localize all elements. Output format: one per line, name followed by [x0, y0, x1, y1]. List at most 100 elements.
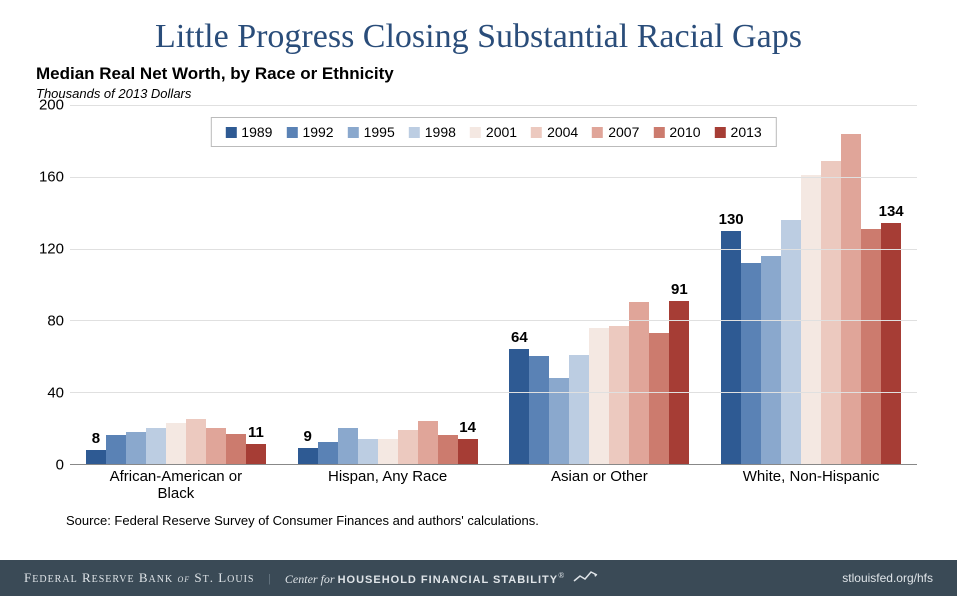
- footer-left: FEDERAL RESERVE BANK of ST. LOUIS | Cent…: [24, 569, 599, 587]
- bar: [549, 378, 569, 464]
- bar-value-label: 134: [879, 203, 904, 220]
- footer-separator: |: [269, 571, 271, 586]
- bar: 14: [458, 439, 478, 464]
- bar: 11: [246, 444, 266, 464]
- y-tick-label: 80: [47, 313, 64, 330]
- legend-label: 1992: [302, 124, 333, 140]
- bar: [146, 428, 166, 464]
- bar: [781, 220, 801, 464]
- footer-center: Center for HOUSEHOLD FINANCIAL STABILITY…: [285, 569, 599, 587]
- bar: [186, 419, 206, 464]
- bar-value-label: 64: [511, 329, 528, 346]
- legend-item: 1992: [286, 124, 333, 140]
- bar-value-label: 130: [719, 211, 744, 228]
- legend-label: 2004: [547, 124, 578, 140]
- chart-plot: 04080120160200 1989199219951998200120042…: [30, 105, 917, 495]
- legend-swatch: [409, 127, 420, 138]
- bar: [629, 302, 649, 464]
- legend-label: 1998: [425, 124, 456, 140]
- chart-subtitle: Median Real Net Worth, by Race or Ethnic…: [36, 64, 917, 84]
- bar-groups: 8 11 9 14 64 91 130 134: [70, 105, 917, 464]
- x-category-label: White, Non-Hispanic: [705, 465, 917, 495]
- gridline: [70, 320, 917, 321]
- bar: 134: [881, 223, 901, 464]
- legend-label: 2010: [669, 124, 700, 140]
- legend-swatch: [225, 127, 236, 138]
- legend-label: 2001: [486, 124, 517, 140]
- legend-swatch: [592, 127, 603, 138]
- bar: [438, 435, 458, 464]
- bar: [418, 421, 438, 464]
- slide-title: Little Progress Closing Substantial Raci…: [0, 0, 957, 64]
- legend-label: 1989: [241, 124, 272, 140]
- legend-item: 1998: [409, 124, 456, 140]
- legend-label: 1995: [364, 124, 395, 140]
- legend-swatch: [470, 127, 481, 138]
- legend-swatch: [531, 127, 542, 138]
- bar: [609, 326, 629, 464]
- x-category-label: Asian or Other: [494, 465, 706, 495]
- bar: 130: [721, 231, 741, 464]
- bar: [821, 161, 841, 464]
- bar-group: 8 11: [70, 105, 282, 464]
- bar-group: 130 134: [705, 105, 917, 464]
- footer-url: stlouisfed.org/hfs: [842, 571, 933, 585]
- y-tick-label: 40: [47, 385, 64, 402]
- gridline: [70, 249, 917, 250]
- legend-item: 2004: [531, 124, 578, 140]
- legend-item: 2001: [470, 124, 517, 140]
- legend-item: 1989: [225, 124, 272, 140]
- footer-bank-name: FEDERAL RESERVE BANK of ST. LOUIS: [24, 570, 255, 586]
- legend-item: 2010: [653, 124, 700, 140]
- bar-group: 9 14: [282, 105, 494, 464]
- y-tick-label: 160: [39, 169, 64, 186]
- legend-swatch: [348, 127, 359, 138]
- bar-value-label: 9: [303, 428, 311, 445]
- y-tick-label: 0: [56, 457, 64, 474]
- bar: 91: [669, 301, 689, 464]
- legend-item: 2013: [715, 124, 762, 140]
- legend-label: 2013: [731, 124, 762, 140]
- bar: [649, 333, 669, 464]
- legend: 1989 1992 1995 1998 2001 2004 2007 2010 2013: [210, 117, 776, 147]
- bar: 9: [298, 448, 318, 464]
- bar: [589, 328, 609, 464]
- legend-label: 2007: [608, 124, 639, 140]
- bar: [529, 356, 549, 464]
- gridline: [70, 392, 917, 393]
- y-tick-label: 200: [39, 97, 64, 114]
- bar: [318, 442, 338, 464]
- y-axis: 04080120160200: [30, 105, 70, 465]
- source-note: Source: Federal Reserve Survey of Consum…: [66, 513, 917, 528]
- x-category-label: Hispan, Any Race: [282, 465, 494, 495]
- chart-units: Thousands of 2013 Dollars: [36, 86, 917, 101]
- bar-value-label: 8: [92, 430, 100, 447]
- x-category-label: African-American orBlack: [70, 465, 282, 495]
- bar: [106, 435, 126, 464]
- gridline: [70, 105, 917, 106]
- footer-center-prefix: Center for: [285, 572, 338, 586]
- bar: [226, 434, 246, 465]
- bar: [166, 423, 186, 464]
- bar-group: 64 91: [494, 105, 706, 464]
- legend-swatch: [715, 127, 726, 138]
- legend-swatch: [286, 127, 297, 138]
- bar: [338, 428, 358, 464]
- legend-swatch: [653, 127, 664, 138]
- bar: [861, 229, 881, 464]
- bar-value-label: 91: [671, 281, 688, 298]
- footer: FEDERAL RESERVE BANK of ST. LOUIS | Cent…: [0, 560, 957, 596]
- bar: 8: [86, 450, 106, 464]
- plot-inner: 1989 1992 1995 1998 2001 2004 2007 2010 2013 8 11…: [70, 105, 917, 465]
- bar: [206, 428, 226, 464]
- gridline: [70, 177, 917, 178]
- bar: [398, 430, 418, 464]
- bar: [378, 439, 398, 464]
- bar: 64: [509, 349, 529, 464]
- bar: [126, 432, 146, 464]
- bar: [761, 256, 781, 464]
- chart-area: Median Real Net Worth, by Race or Ethnic…: [0, 64, 957, 560]
- chart-line-icon: [573, 569, 599, 587]
- legend-item: 1995: [348, 124, 395, 140]
- bar: [569, 355, 589, 464]
